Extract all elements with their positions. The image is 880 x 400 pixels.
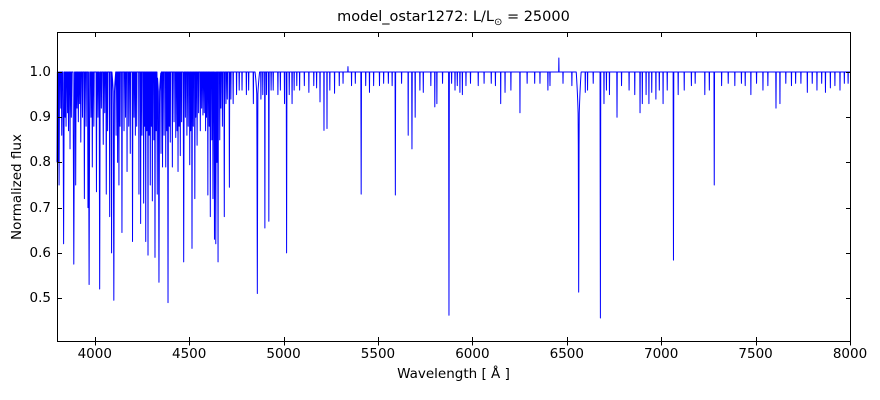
spectrum-line <box>56 57 851 319</box>
chart-title-prefix: model_ostar1272: L/L <box>337 9 494 25</box>
y-tick-label: 0.8 <box>29 154 51 171</box>
tick-marks <box>57 32 851 346</box>
chart-title-suffix: = 25000 <box>502 9 570 25</box>
sun-symbol: ⊙ <box>493 16 503 28</box>
y-tick-label: 0.5 <box>29 290 51 307</box>
chart-title: model_ostar1272: L/L⊙ = 25000 <box>57 9 850 28</box>
y-tick-label: 0.9 <box>29 109 51 126</box>
x-axis-label: Wavelength [ Å ] <box>397 366 510 382</box>
x-tick-label: 5000 <box>266 346 301 362</box>
x-tick-label: 6500 <box>549 346 584 362</box>
x-tick-label: 6000 <box>455 346 490 362</box>
y-tick-label: 0.6 <box>29 244 51 261</box>
y-axis-label: Normalized flux <box>9 134 25 240</box>
x-tick-label: 4000 <box>77 346 112 362</box>
y-tick-label: 1.0 <box>29 64 51 80</box>
axis-frame <box>57 32 851 342</box>
x-tick-label: 4500 <box>171 346 207 362</box>
x-tick-label: 8000 <box>832 346 868 362</box>
y-tick-label: 0.7 <box>29 199 51 216</box>
x-tick-label: 7000 <box>644 346 679 362</box>
x-tick-label: 7500 <box>738 346 773 362</box>
x-tick-label: 5500 <box>360 346 396 362</box>
